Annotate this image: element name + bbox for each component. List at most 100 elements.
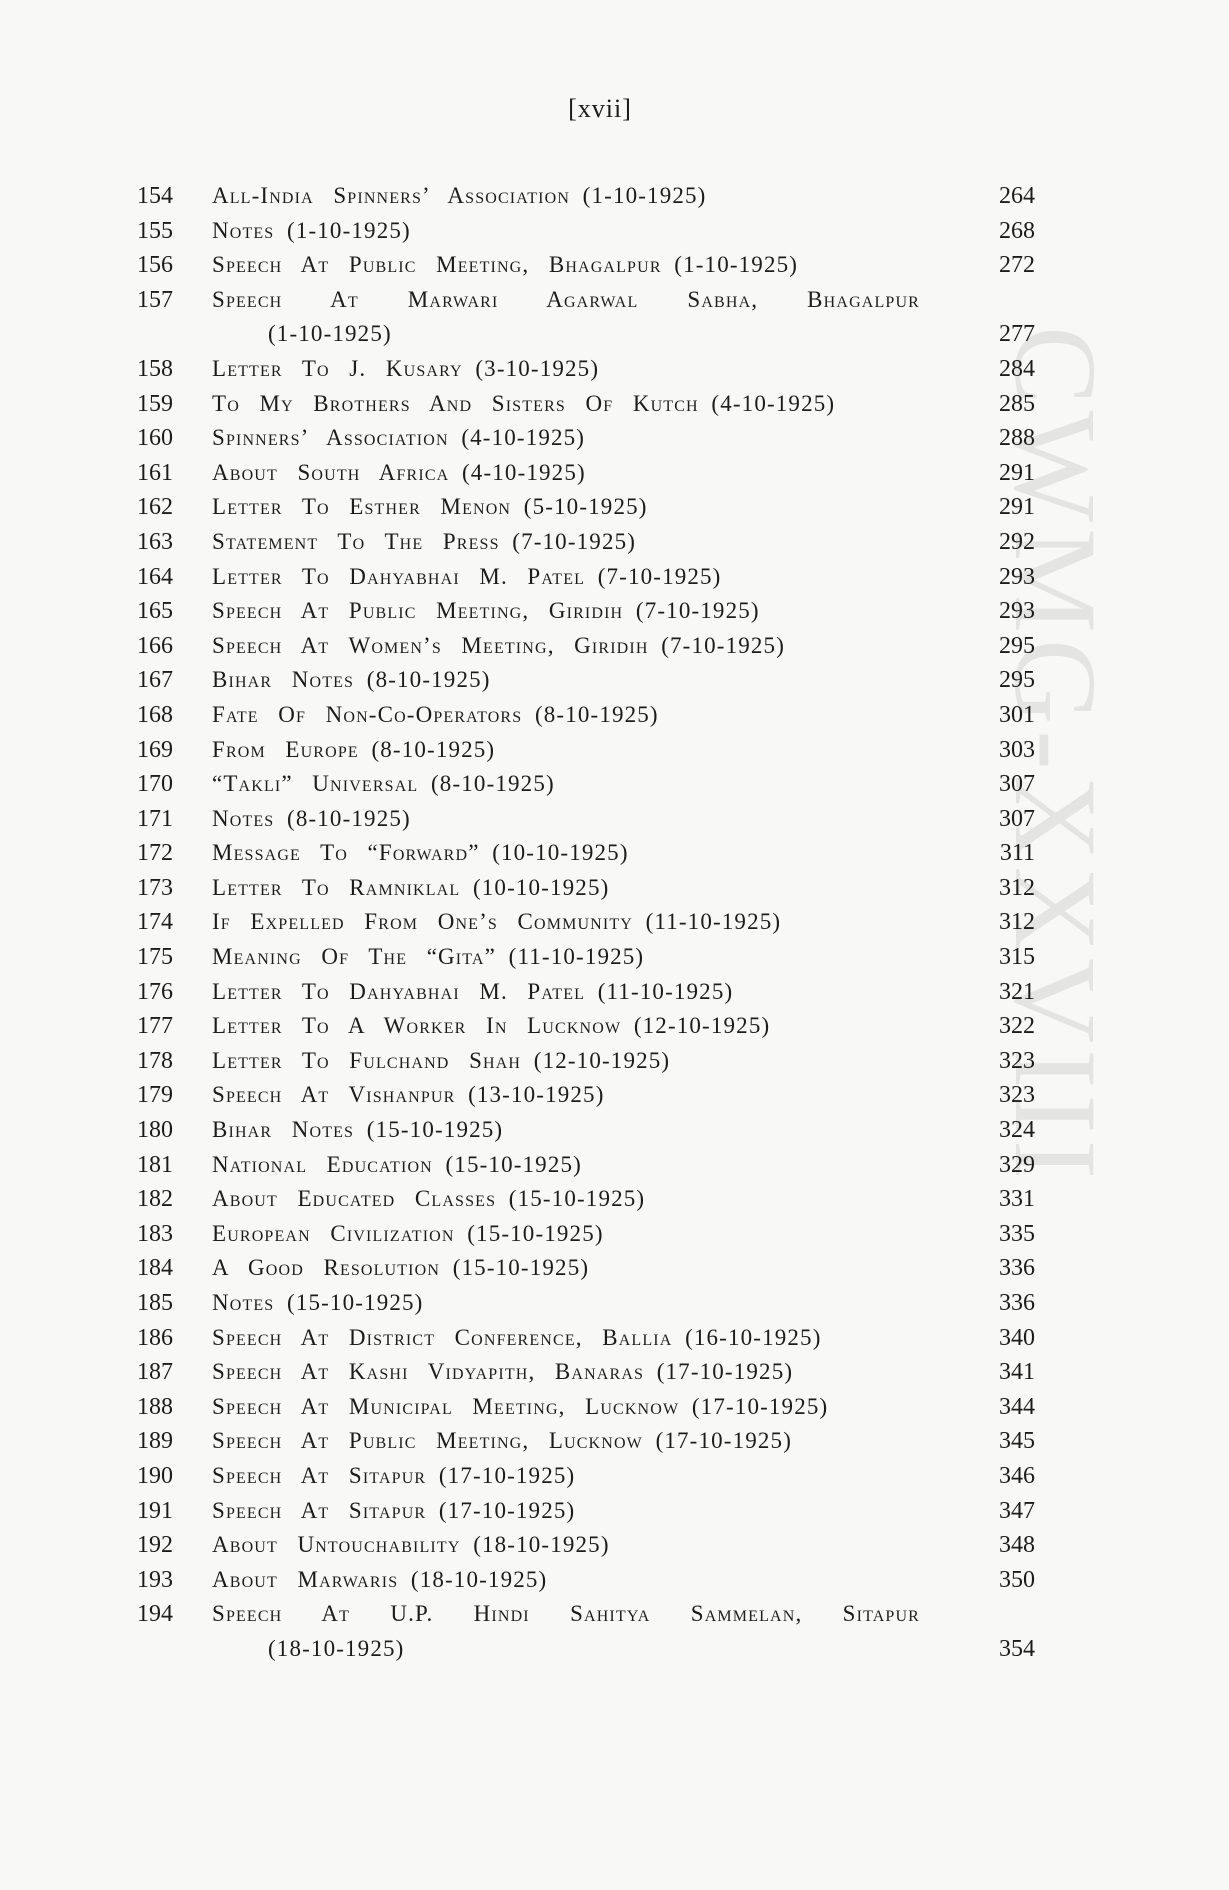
entry-date: (17-10-1925)	[656, 1359, 794, 1385]
entry-title-text: About Marwaris	[212, 1566, 399, 1592]
page-number-header: [xvii]	[568, 94, 632, 123]
toc-entry: 156 Speech At Public Meeting, Bhagalpur (…	[137, 248, 1035, 283]
entry-date: (11-10-1925)	[645, 909, 782, 935]
entry-page-number: 340	[999, 1324, 1035, 1351]
entry-title: A Good Resolution (15-10-1925)	[212, 1251, 965, 1285]
entry-date: (12-10-1925)	[533, 1047, 671, 1073]
entry-number: 188	[137, 1393, 173, 1420]
toc-entry: 179 Speech At Vishanpur (13-10-1925) 323	[137, 1078, 1035, 1113]
entry-title-text: If Expelled From One’s Community	[212, 909, 633, 935]
entry-page-number: 301	[999, 701, 1035, 728]
entry-page-number: 295	[999, 667, 1035, 694]
toc-entry: 157 Speech At Marwari Agarwal Sabha, Bha…	[137, 283, 1035, 318]
entry-page-number: 315	[999, 944, 1035, 971]
entry-title: Speech At Sitapur (17-10-1925)	[212, 1494, 965, 1528]
entry-title: About Untouchability (18-10-1925)	[212, 1528, 965, 1562]
entry-title-text: Speech At Women’s Meeting, Giridih	[212, 632, 649, 658]
entry-title: From Europe (8-10-1925)	[212, 733, 965, 767]
entry-title-text: European Civilization	[212, 1220, 455, 1246]
entry-number: 155	[137, 217, 173, 244]
entry-title-text: From Europe	[212, 736, 359, 762]
entry-number: 181	[137, 1151, 173, 1178]
entry-number: 177	[137, 1013, 173, 1040]
entry-title: Speech At Public Meeting, Lucknow (17-10-…	[212, 1424, 965, 1458]
entry-page-number: 291	[999, 459, 1035, 486]
toc-entry: 173 Letter To Ramniklal (10-10-1925) 312	[137, 871, 1035, 906]
entry-date: (10-10-1925)	[492, 840, 629, 866]
entry-date: (15-10-1925)	[467, 1220, 604, 1246]
entry-title: Speech At Vishanpur (13-10-1925)	[212, 1078, 965, 1112]
entry-title-text: About Untouchability	[212, 1532, 461, 1558]
entry-date: (18-10-1925)	[410, 1566, 548, 1592]
entry-page-number: 348	[999, 1532, 1035, 1559]
entry-number: 173	[137, 874, 173, 901]
toc-entry: 175 Meaning Of The “Gita” (11-10-1925) 31…	[137, 940, 1035, 975]
entry-date: (11-10-1925)	[508, 944, 645, 970]
entry-title: Notes (15-10-1925)	[212, 1286, 965, 1320]
entry-page-number: 264	[999, 183, 1035, 209]
entry-page-number: 303	[999, 736, 1035, 763]
entry-page-number: 341	[999, 1359, 1035, 1386]
entry-page-number: 268	[999, 217, 1035, 244]
entry-date: (18-10-1925)	[473, 1532, 610, 1558]
entry-number: 160	[137, 425, 173, 452]
entry-number: 171	[137, 805, 173, 832]
entry-date: (8-10-1925)	[366, 667, 491, 693]
entry-number: 186	[137, 1324, 173, 1351]
entry-title: “Takli” Universal (8-10-1925)	[212, 767, 965, 801]
entry-number: 185	[137, 1290, 173, 1316]
entry-date: (4-10-1925)	[711, 390, 836, 416]
toc-entry-continuation: (18-10-1925) 354	[137, 1632, 1035, 1667]
entry-page-number: 311	[999, 840, 1035, 867]
entry-title: Speech At District Conference, Ballia (16…	[212, 1321, 965, 1355]
entry-title-text: Notes	[212, 217, 275, 243]
entry-title-continuation: (18-10-1925)	[212, 1632, 965, 1666]
toc-entry: 190 Speech At Sitapur (17-10-1925) 346	[137, 1459, 1035, 1494]
entry-page-number: 336	[999, 1255, 1035, 1282]
entry-title-continuation: (1-10-1925)	[212, 317, 965, 351]
entry-date: (17-10-1925)	[655, 1428, 792, 1454]
entry-page-number: 324	[999, 1117, 1035, 1144]
entry-date: (7-10-1925)	[512, 528, 637, 554]
entry-title: About South Africa (4-10-1925)	[212, 456, 965, 490]
entry-page-number: 331	[999, 1186, 1035, 1213]
entry-page-number: 350	[999, 1566, 1035, 1593]
entry-page-number: 277	[999, 321, 1035, 348]
entry-page-number: 293	[999, 598, 1035, 625]
entry-title-text: Speech At Sitapur	[212, 1462, 427, 1488]
entry-date: (13-10-1925)	[468, 1082, 605, 1108]
entry-title-text: Statement To The Press	[212, 528, 500, 554]
entry-page-number: 295	[999, 632, 1035, 659]
entry-title-text: Speech At Sitapur	[212, 1497, 427, 1523]
entry-number: 176	[137, 978, 173, 1005]
toc-entry: 160 Spinners’ Association (4-10-1925) 288	[137, 421, 1035, 456]
entry-title: Letter To A Worker In Lucknow (12-10-1925…	[212, 1009, 965, 1043]
entry-number: 156	[137, 252, 173, 279]
toc-entry: 167 Bihar Notes (8-10-1925) 295	[137, 663, 1035, 698]
toc-entry: 192 About Untouchability (18-10-1925) 348	[137, 1528, 1035, 1563]
toc-entry: 188 Speech At Municipal Meeting, Lucknow…	[137, 1390, 1035, 1425]
toc-entry: 165 Speech At Public Meeting, Giridih (7-…	[137, 594, 1035, 629]
entry-title-text: Notes	[212, 1290, 275, 1315]
entry-page-number: 345	[999, 1428, 1035, 1455]
entry-page-number: 346	[999, 1462, 1035, 1489]
entry-number: 167	[137, 667, 173, 694]
toc-list: 154 All-India Spinners’ Association (1-10…	[137, 179, 1035, 1667]
toc-entry: 170 “Takli” Universal (8-10-1925) 307	[137, 767, 1035, 802]
entry-date: (8-10-1925)	[431, 771, 555, 797]
entry-date: (16-10-1925)	[685, 1324, 822, 1350]
entry-page-number: 285	[999, 390, 1035, 417]
entry-number: 193	[137, 1566, 173, 1593]
entry-title: Speech At Public Meeting, Giridih (7-10-1…	[212, 594, 965, 628]
entry-number: 169	[137, 736, 173, 763]
entry-date: (7-10-1925)	[635, 598, 760, 624]
entry-page-number: 344	[999, 1393, 1035, 1420]
toc-entry: 174 If Expelled From One’s Community (11-…	[137, 905, 1035, 940]
entry-number: 162	[137, 494, 173, 521]
toc-entry: 182 About Educated Classes (15-10-1925) 3…	[137, 1182, 1035, 1217]
entry-date: (8-10-1925)	[534, 701, 659, 727]
entry-date: (17-10-1925)	[438, 1497, 576, 1523]
entry-title: Bihar Notes (15-10-1925)	[212, 1113, 965, 1147]
entry-title: Letter To Esther Menon (5-10-1925)	[212, 490, 965, 524]
entry-title-text: Speech At U.P. Hindi Sahitya Sammelan, S…	[212, 1601, 920, 1627]
